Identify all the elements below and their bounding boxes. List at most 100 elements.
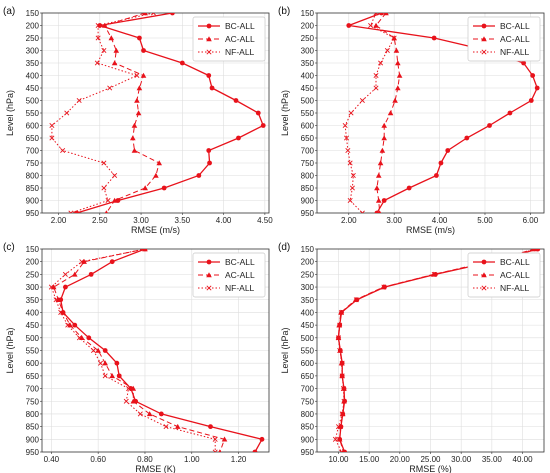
marker-x — [112, 172, 118, 179]
y-tick-label: 800 — [301, 172, 315, 181]
marker-x — [212, 436, 218, 442]
x-tick-label: 4.00 — [216, 216, 232, 225]
marker-triangle — [134, 97, 140, 103]
y-tick-label: 450 — [301, 84, 315, 93]
legend-label: BC-ALL — [500, 21, 530, 31]
marker-x — [101, 47, 107, 54]
x-tick-label: 3.00 — [133, 216, 149, 225]
marker-circle — [379, 13, 384, 16]
marker-x — [79, 259, 85, 265]
marker-x — [48, 284, 54, 290]
marker-triangle — [206, 272, 212, 278]
y-tick-label: 600 — [26, 122, 40, 131]
x-tick-label: 6.00 — [523, 216, 539, 225]
marker-triangle — [130, 135, 136, 141]
marker-x — [340, 386, 346, 392]
y-tick-label: 850 — [26, 184, 40, 193]
marker-triangle — [392, 97, 398, 103]
marker-x — [533, 249, 539, 252]
marker-x — [49, 135, 55, 141]
y-tick-label: 650 — [26, 372, 40, 381]
x-tick-label: 40.00 — [513, 455, 534, 464]
marker-circle — [116, 373, 122, 379]
y-tick-label: 150 — [26, 9, 40, 18]
marker-triangle — [379, 147, 386, 153]
marker-triangle — [221, 436, 228, 442]
x-tick-label: 10.00 — [328, 455, 349, 464]
marker-triangle — [95, 347, 101, 353]
y-tick-label: 500 — [301, 334, 315, 343]
y-tick-label: 900 — [26, 435, 40, 444]
marker-x — [142, 249, 148, 252]
marker-triangle — [481, 272, 487, 278]
marker-x — [348, 110, 354, 116]
marker-circle — [534, 85, 540, 91]
marker-circle — [507, 110, 513, 116]
marker-circle — [464, 135, 470, 141]
chart-panel-3: 150 200 250 300 350 400 450 500 550 600 650 700 750 8… — [3, 242, 270, 473]
marker-circle — [481, 23, 487, 29]
marker-x — [68, 210, 74, 213]
y-tick-label: 900 — [26, 197, 40, 206]
marker-circle — [196, 173, 202, 178]
y-tick-label: 400 — [26, 308, 40, 317]
marker-x — [350, 172, 356, 179]
marker-circle — [381, 198, 387, 203]
series-nf-all — [332, 249, 539, 452]
y-tick-label: 800 — [301, 410, 315, 419]
chart-panel-2: 150 200 250 300 350 400 450 500 550 600 650 700 750 8… — [278, 6, 545, 235]
marker-circle — [252, 449, 258, 452]
x-tick-label: 3.00 — [386, 216, 402, 225]
marker-triangle — [377, 160, 384, 166]
marker-triangle — [130, 398, 137, 404]
y-tick-label: 350 — [301, 296, 315, 305]
marker-x — [381, 284, 387, 290]
marker-x — [123, 398, 129, 404]
x-tick-label: 2.50 — [92, 216, 108, 225]
y-tick-label: 750 — [26, 397, 40, 406]
marker-circle — [170, 13, 175, 16]
y-tick-label: 250 — [26, 270, 40, 279]
marker-x — [373, 85, 379, 91]
x-tick-label: 5.00 — [477, 216, 493, 225]
marker-triangle — [395, 60, 401, 66]
marker-x — [212, 449, 218, 452]
x-tick-label: 1.20 — [231, 455, 247, 464]
legend: BC-ALL AC-ALL NF-ALL — [192, 252, 266, 298]
marker-triangle — [71, 271, 78, 277]
marker-circle — [97, 23, 103, 28]
x-tick-label: 1.00 — [184, 455, 200, 464]
panel-label: (a) — [3, 6, 15, 17]
y-tick-label: 850 — [301, 423, 315, 432]
marker-x — [101, 185, 107, 191]
marker-x — [481, 49, 487, 55]
x-tick-label: 15.00 — [359, 455, 380, 464]
y-tick-label: 600 — [301, 359, 315, 368]
marker-x — [58, 309, 64, 315]
y-tick-label: 650 — [301, 134, 315, 143]
legend-label: BC-ALL — [500, 257, 530, 267]
panel-label: (c) — [3, 242, 15, 253]
marker-x — [332, 436, 338, 442]
x-axis-label: RMSE (%) — [409, 464, 452, 473]
y-tick-label: 650 — [301, 372, 315, 381]
x-axis-label: RMSE (m/s) — [406, 225, 455, 235]
series-nf-all — [342, 13, 397, 213]
marker-triangle — [383, 13, 389, 16]
y-tick-label: 700 — [301, 147, 315, 156]
y-tick-label: 950 — [301, 448, 315, 457]
marker-triangle — [481, 36, 487, 42]
marker-circle — [406, 185, 412, 191]
marker-triangle — [111, 197, 118, 203]
marker-circle — [445, 148, 451, 153]
marker-triangle — [378, 210, 382, 213]
marker-x — [95, 35, 101, 41]
marker-circle — [233, 98, 239, 103]
marker-x — [342, 122, 348, 129]
x-axis-label: RMSE (m/s) — [131, 225, 180, 235]
marker-triangle — [375, 172, 382, 178]
y-tick-label: 300 — [26, 283, 40, 292]
marker-x — [347, 160, 353, 166]
marker-triangle — [156, 160, 163, 166]
x-tick-label: 0.60 — [90, 455, 106, 464]
